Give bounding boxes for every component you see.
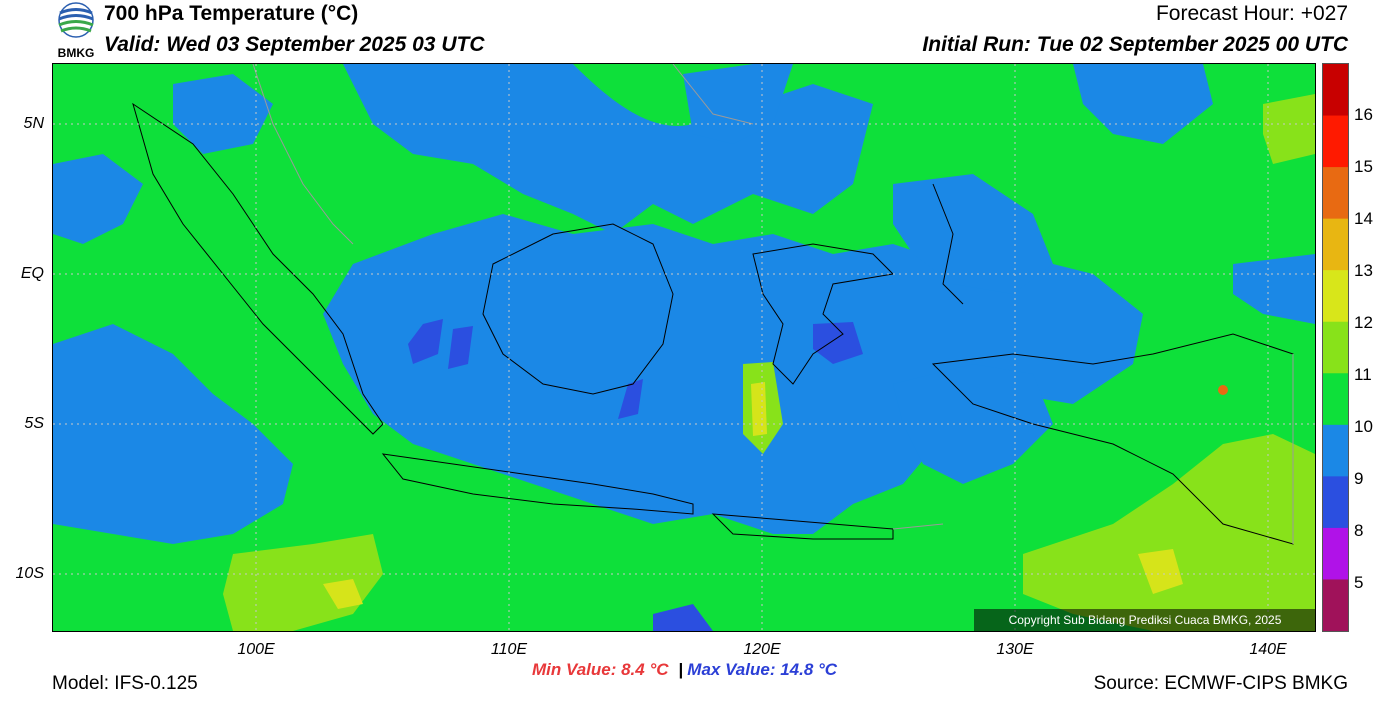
colorbar-label-11: 11 bbox=[1354, 365, 1372, 384]
coldest-field bbox=[408, 319, 863, 631]
colorbar-label-16: 16 bbox=[1354, 105, 1373, 124]
logo-text: BMKG bbox=[58, 46, 95, 60]
chart-title: 700 hPa Temperature (°C) bbox=[104, 2, 359, 25]
colorbar-label-5: 5 bbox=[1354, 573, 1364, 592]
forecast-hour: Forecast Hour: +027 bbox=[1155, 2, 1348, 25]
colorbar-label-12: 12 bbox=[1354, 313, 1373, 332]
colorbar-segment bbox=[1323, 373, 1348, 426]
colorbar-segment bbox=[1323, 115, 1348, 168]
colorbar-segment bbox=[1323, 321, 1348, 374]
colorbar-segment bbox=[1323, 527, 1348, 580]
lon-label-110e: 110E bbox=[490, 641, 528, 658]
min-max-values: Min Value: 8.4 °C | Max Value: 14.8 °C bbox=[532, 660, 837, 680]
colorbar-label-15: 15 bbox=[1354, 157, 1373, 176]
lon-label-130e: 130E bbox=[996, 641, 1034, 658]
source-label: Source: ECMWF-CIPS BMKG bbox=[1093, 673, 1348, 694]
lon-label-120e: 120E bbox=[743, 641, 781, 658]
lat-label-5n: 5N bbox=[23, 115, 44, 132]
separator: | bbox=[678, 660, 684, 679]
colorbar-segment bbox=[1323, 476, 1348, 529]
valid-time: Valid: Wed 03 September 2025 03 UTC bbox=[104, 33, 485, 56]
bmkg-logo: BMKG bbox=[52, 2, 100, 60]
colorbar-label-8: 8 bbox=[1354, 521, 1364, 540]
colorbar-label-13: 13 bbox=[1354, 261, 1373, 280]
colorbar-segment bbox=[1323, 424, 1348, 477]
colorbar-segment bbox=[1323, 218, 1348, 271]
warmest-field bbox=[323, 382, 1183, 609]
lat-label-5s: 5S bbox=[24, 415, 44, 432]
model-label: Model: IFS-0.125 bbox=[52, 673, 198, 694]
hot-spot bbox=[1218, 385, 1228, 395]
lat-label-eq: EQ bbox=[20, 265, 44, 282]
colorbar-segment bbox=[1323, 167, 1348, 220]
min-value: Min Value: 8.4 °C bbox=[532, 660, 669, 679]
borders bbox=[252, 64, 1294, 544]
copyright-notice: Copyright Sub Bidang Prediksi Cuaca BMKG… bbox=[974, 609, 1316, 632]
temperature-map bbox=[52, 63, 1316, 632]
max-value: Max Value: 14.8 °C bbox=[687, 660, 838, 679]
colorbar bbox=[1322, 63, 1349, 632]
colorbar-label-9: 9 bbox=[1354, 469, 1364, 488]
colorbar-label-10: 10 bbox=[1354, 417, 1373, 436]
lon-label-100e: 100E bbox=[237, 641, 275, 658]
colorbar-label-14: 14 bbox=[1354, 209, 1373, 228]
colorbar-segment bbox=[1323, 270, 1348, 323]
graticule bbox=[53, 64, 1315, 631]
colorbar-segment bbox=[1323, 64, 1348, 117]
lon-label-140e: 140E bbox=[1249, 641, 1287, 658]
initial-run: Initial Run: Tue 02 September 2025 00 UT… bbox=[922, 33, 1348, 56]
lat-label-10s: 10S bbox=[15, 565, 44, 582]
colorbar-segment bbox=[1323, 579, 1348, 632]
